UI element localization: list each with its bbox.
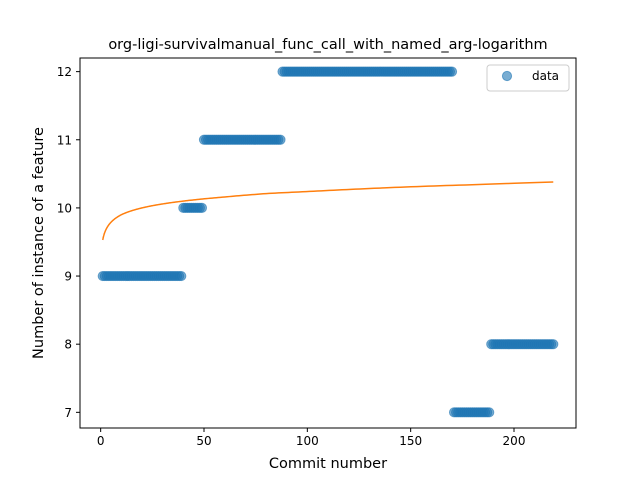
y-tick-label: 11 [57, 133, 72, 147]
x-tick-label: 50 [196, 434, 211, 448]
x-tick-label: 150 [399, 434, 422, 448]
legend-marker [502, 71, 511, 80]
y-tick-label: 12 [57, 65, 72, 79]
y-tick-label: 7 [64, 406, 72, 420]
x-tick-label: 0 [97, 434, 105, 448]
data-point [276, 135, 285, 144]
chart-title: org-ligi-survivalmanual_func_call_with_n… [108, 37, 547, 53]
x-tick-label: 200 [503, 434, 526, 448]
legend: data [487, 65, 569, 91]
data-point [177, 271, 186, 280]
y-tick-label: 10 [57, 201, 72, 215]
y-tick-label: 9 [64, 270, 72, 284]
data-point [447, 67, 456, 76]
legend-label: data [532, 69, 559, 83]
plot-area [80, 58, 576, 428]
y-tick-label: 8 [64, 338, 72, 352]
x-axis-label: Commit number [269, 456, 387, 472]
x-tick-label: 100 [296, 434, 319, 448]
data-point [549, 340, 558, 349]
data-point [485, 408, 494, 417]
data-point [197, 203, 206, 212]
y-axis-label: Number of instance of a feature [31, 127, 47, 359]
